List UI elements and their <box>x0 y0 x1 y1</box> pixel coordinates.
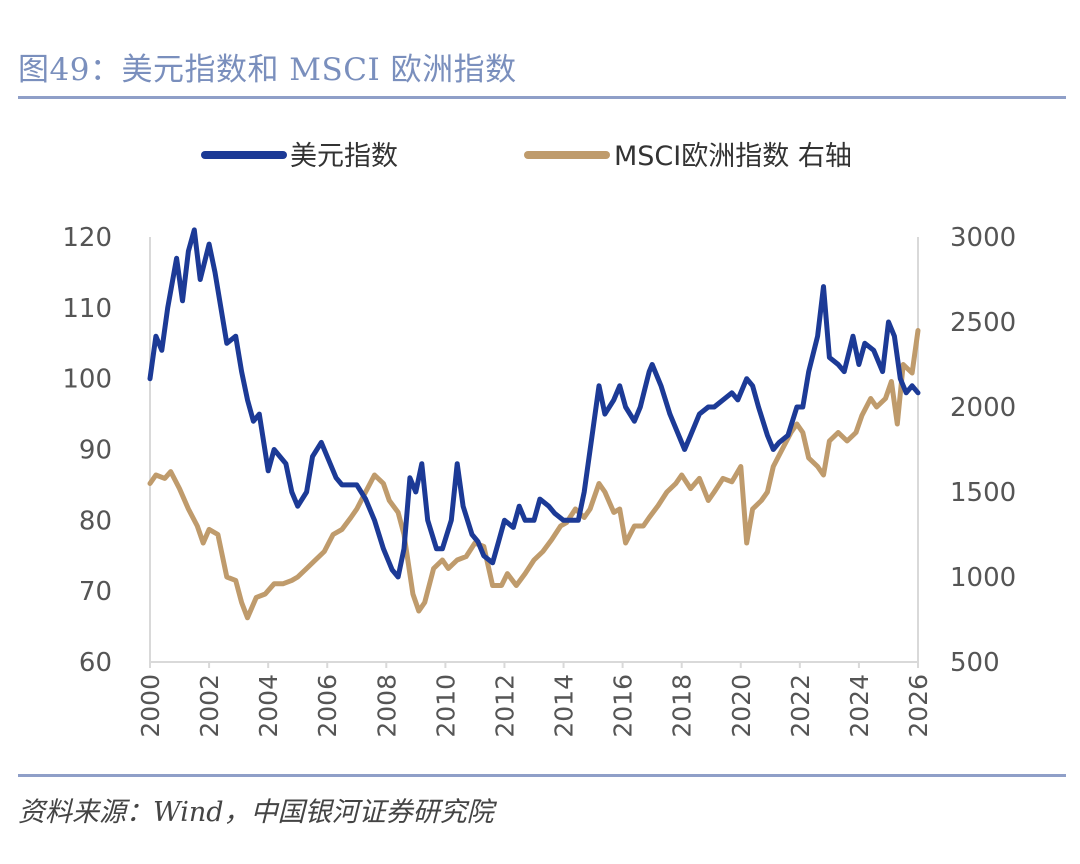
x-tick-label: 2020 <box>727 674 756 738</box>
y-right-tick-label: 2000 <box>950 393 1016 423</box>
msci-europe-line <box>147 328 921 621</box>
x-tick-label: 2024 <box>845 674 874 738</box>
y-left-tick-label: 60 <box>79 648 112 678</box>
title-divider <box>18 96 1066 99</box>
legend-label: MSCI欧洲指数 右轴 <box>614 141 852 172</box>
x-tick-label: 2000 <box>136 674 165 738</box>
y-left-tick-label: 80 <box>79 506 112 536</box>
source-note: 资料来源：Wind，中国银河证券研究院 <box>18 797 494 828</box>
x-tick-label: 2008 <box>372 674 401 738</box>
y-right-tick-label: 500 <box>950 648 1000 678</box>
x-tick-label: 2006 <box>313 674 342 738</box>
chart-legend: 美元指数 MSCI欧洲指数 右轴 <box>201 141 852 172</box>
y-left-tick-label: 120 <box>62 223 112 253</box>
y-left-tick-label: 70 <box>79 577 112 607</box>
dollar-index-line <box>147 227 921 580</box>
x-tick-label: 2026 <box>904 674 933 738</box>
y-right-tick-label: 1500 <box>950 478 1016 508</box>
x-tick-label: 2014 <box>550 674 579 738</box>
y-left-tick-label: 110 <box>62 294 112 324</box>
y-left-tick-label: 90 <box>79 436 112 466</box>
y-right-tick-label: 1000 <box>950 563 1016 593</box>
legend-label: 美元指数 <box>290 141 398 172</box>
x-tick-label: 2018 <box>668 674 697 738</box>
x-tick-label: 2016 <box>609 674 638 738</box>
x-tick-label: 2002 <box>195 674 224 738</box>
source-divider <box>18 774 1066 777</box>
y-right-tick-label: 2500 <box>950 308 1016 338</box>
chart-series <box>147 227 921 621</box>
chart-area: 美元指数 MSCI欧洲指数 右轴 120 110 100 90 80 70 60 3000 250… <box>62 141 1016 738</box>
page-title: 图49：美元指数和 MSCI 欧洲指数 <box>18 52 517 88</box>
y-right-tick-label: 3000 <box>950 223 1016 253</box>
x-tick-label: 2004 <box>254 674 283 738</box>
y-left-tick-label: 100 <box>62 365 112 395</box>
x-tick-label: 2010 <box>431 674 460 738</box>
x-tick-label: 2022 <box>786 674 815 738</box>
chart-axes: 120 110 100 90 80 70 60 3000 2500 2000 1500 1000 500… <box>62 223 1016 738</box>
x-tick-label: 2012 <box>490 674 519 738</box>
